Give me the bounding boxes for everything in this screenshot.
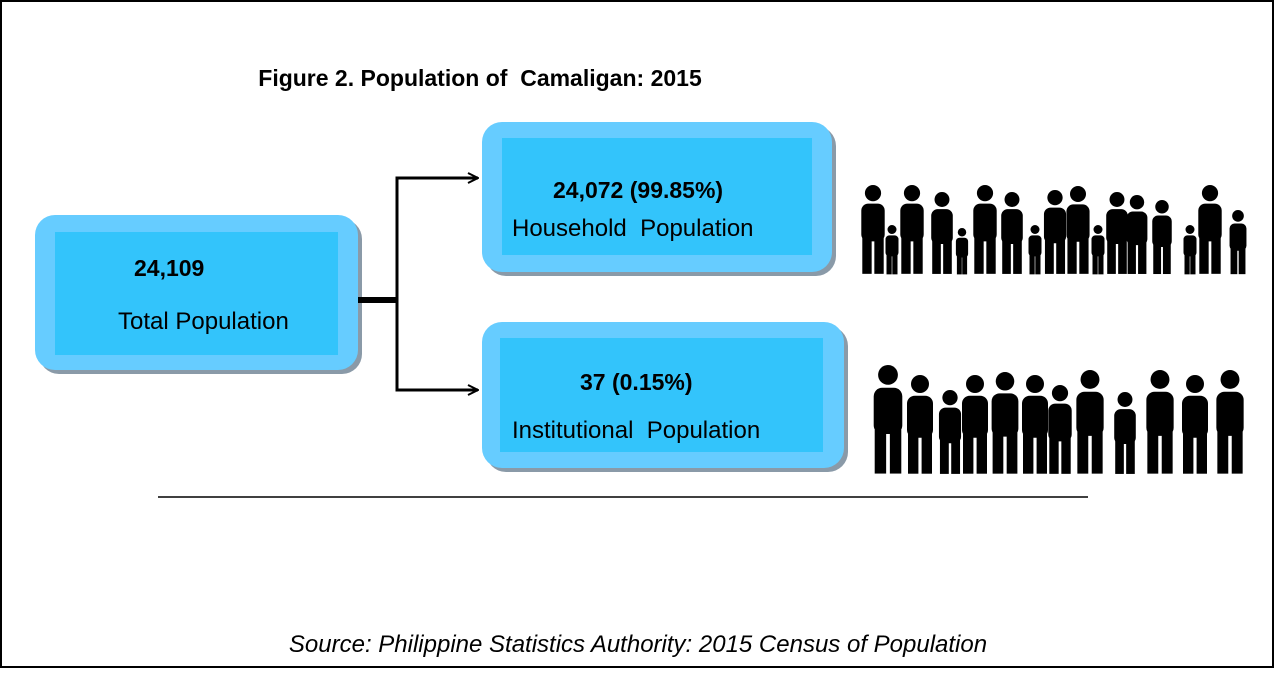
node-value: 24,072 (99.85%) [553,177,723,203]
node-label: Total Population [118,308,289,335]
node-value: 24,109 [134,255,204,281]
page: Figure 2. Population of Camaligan: 2015 … [0,0,1274,673]
source: Source: Philippine Statistics Authority:… [289,631,987,658]
node-label: Household Population [512,215,754,242]
box-inner [55,232,338,355]
diagram: Figure 2. Population of Camaligan: 2015 … [0,0,1274,668]
node-label: Institutional Population [512,417,760,444]
title: Figure 2. Population of Camaligan: 2015 [258,65,702,91]
node-value: 37 (0.15%) [580,369,693,395]
